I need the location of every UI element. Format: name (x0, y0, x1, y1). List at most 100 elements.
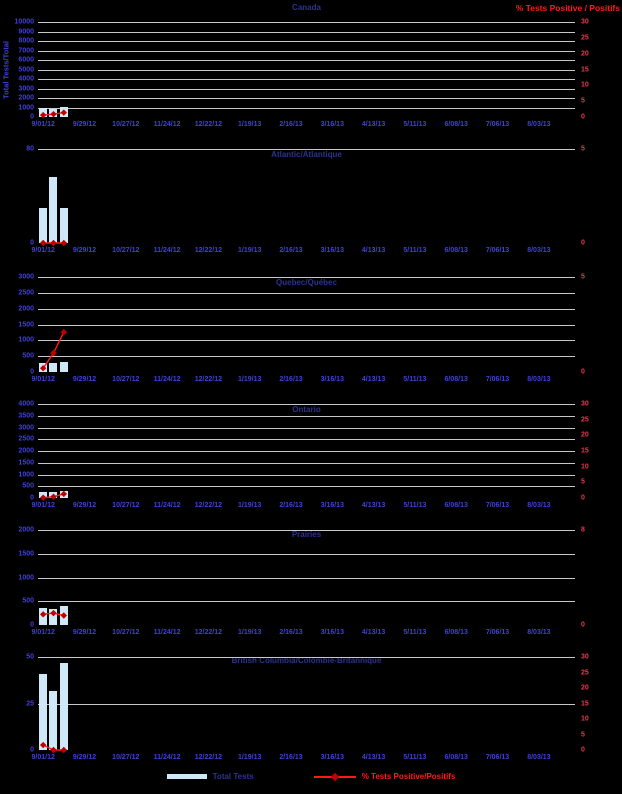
y-axis-right-tick: 5 (581, 273, 585, 281)
gridline (38, 69, 575, 71)
x-axis-tick: 6/08/13 (444, 502, 468, 509)
pct-positive-line-series (39, 741, 68, 754)
x-axis-tick: 12/22/12 (194, 376, 223, 383)
diamond-marker-icon (60, 490, 68, 498)
y-axis-left-tick: 1500 (18, 321, 34, 328)
y-axis-left-tick: 2000 (18, 305, 34, 313)
y-axis-right-tick: 0 (581, 113, 585, 121)
gridline (38, 601, 575, 603)
gridline (38, 107, 575, 109)
x-axis-tick: 4/13/13 (361, 121, 386, 128)
panel-title-2: Atlantic/Atlantique (271, 150, 342, 159)
pct-positive-line-series (39, 109, 68, 119)
x-axis-tick: 3/16/13 (320, 376, 344, 383)
bar-total-tests (49, 608, 58, 626)
panel-title-6: British Columbia/Colombie-Britannique (231, 656, 382, 665)
gridline (38, 703, 575, 705)
x-axis-tick: 12/22/12 (194, 121, 223, 128)
y-axis-left-tick: 4000 (18, 400, 34, 408)
y-axis-right-tick: 15 (581, 66, 589, 73)
gridline (38, 79, 575, 80)
x-axis-tick: 4/13/13 (361, 247, 386, 254)
diamond-marker-icon (39, 111, 47, 119)
y-axis-left-tick: 2000 (18, 94, 34, 102)
diamond-marker-icon (39, 611, 47, 618)
diamond-marker-icon (50, 746, 57, 754)
y-axis-left-tick: 4000 (18, 75, 34, 83)
gridline (38, 277, 575, 278)
y-axis-left-tick: 500 (22, 482, 34, 490)
y-axis-right-tick: 5 (581, 478, 585, 486)
x-axis-tick: 2/16/13 (279, 629, 303, 636)
x-axis-tick: 9/01/12 (31, 502, 55, 509)
y-axis-left-tick: 80 (26, 145, 34, 153)
x-axis-tick: 10/27/12 (112, 376, 140, 383)
bar-swatch-icon (166, 774, 207, 779)
pct-positive-line-series (39, 328, 68, 372)
x-axis-tick: 11/24/12 (153, 247, 181, 254)
y-axis-left-tick: 7000 (18, 47, 34, 54)
gridline (38, 88, 575, 90)
y-axis-right-tick: 15 (581, 447, 589, 455)
x-axis-tick: 5/11/13 (403, 376, 427, 383)
y-axis-right-tick: 8 (581, 526, 585, 534)
x-axis-tick: 9/01/12 (31, 247, 55, 254)
x-axis-tick: 12/22/12 (194, 629, 223, 636)
x-axis-tick: 12/22/12 (194, 754, 223, 761)
x-axis-tick: 2/16/13 (279, 502, 303, 509)
x-axis-tick: 1/19/13 (238, 502, 262, 509)
y-axis-left-tick: 2000 (18, 526, 34, 534)
panel-title-5: Prairies (291, 530, 322, 539)
line-swatch-icon (313, 772, 356, 781)
y-axis-left-tick: 2000 (18, 447, 34, 455)
x-axis-tick: 12/22/12 (194, 502, 223, 509)
y-axis-right-tick: 15 (581, 700, 589, 707)
right-axis-title: % Tests Positive / Positifs (515, 3, 620, 13)
x-axis-tick: 8/03/13 (527, 629, 551, 636)
y-axis-left-tick: 8000 (18, 37, 34, 45)
x-axis-tick: 7/06/13 (485, 247, 510, 254)
x-axis-tick: 8/03/13 (527, 376, 551, 383)
diamond-marker-icon (50, 239, 57, 247)
y-axis-left-tick: 0 (30, 368, 34, 376)
y-axis-left-tick: 1500 (18, 550, 34, 558)
x-axis-tick: 8/03/13 (527, 247, 551, 254)
legend-item-pct-positive: % Tests Positive/Positifs (313, 772, 455, 781)
x-axis-tick: 2/16/13 (279, 247, 303, 254)
x-axis-tick: 9/01/12 (31, 121, 55, 128)
gridline (38, 308, 575, 310)
diamond-marker-icon (50, 110, 57, 118)
y-axis-right-tick: 0 (581, 494, 585, 502)
x-axis-tick: 11/24/12 (153, 629, 181, 636)
diamond-marker-icon (60, 109, 68, 116)
gridline (38, 356, 575, 358)
x-axis-tick: 7/06/13 (485, 121, 510, 128)
diamond-marker-icon (60, 612, 68, 619)
x-axis-tick: 12/22/12 (194, 247, 223, 254)
x-axis-tick: 7/06/13 (485, 376, 510, 383)
x-axis-tick: 10/27/12 (112, 121, 140, 128)
x-axis-tick: 10/27/12 (112, 502, 140, 509)
y-axis-right-tick: 0 (581, 239, 585, 247)
y-axis-right-tick: 0 (581, 746, 585, 754)
y-axis-left-tick: 6000 (18, 56, 34, 64)
pct-positive-line-series (39, 609, 68, 619)
gridline (38, 22, 575, 23)
legend-label: Total Tests (212, 772, 254, 781)
gridline (38, 530, 575, 531)
gridline (38, 340, 575, 342)
x-axis-tick: 3/16/13 (320, 502, 344, 509)
pct-positive-line-series (39, 239, 68, 247)
x-axis-tick: 11/24/12 (153, 121, 181, 128)
legend-item-total-tests: Total Tests (166, 772, 254, 781)
y-axis-left-tick: 500 (22, 597, 34, 605)
x-axis-tick: 3/16/13 (320, 754, 344, 761)
y-axis-left-tick: 5000 (18, 66, 34, 73)
x-axis-tick: 5/11/13 (403, 754, 427, 761)
gridline (38, 60, 575, 61)
x-axis-tick: 6/08/13 (444, 247, 468, 254)
diamond-marker-icon (39, 365, 47, 372)
y-axis-right-tick: 10 (581, 81, 589, 89)
y-axis-right-tick: 25 (581, 34, 589, 42)
y-axis-left-tick: 1000 (18, 104, 34, 111)
